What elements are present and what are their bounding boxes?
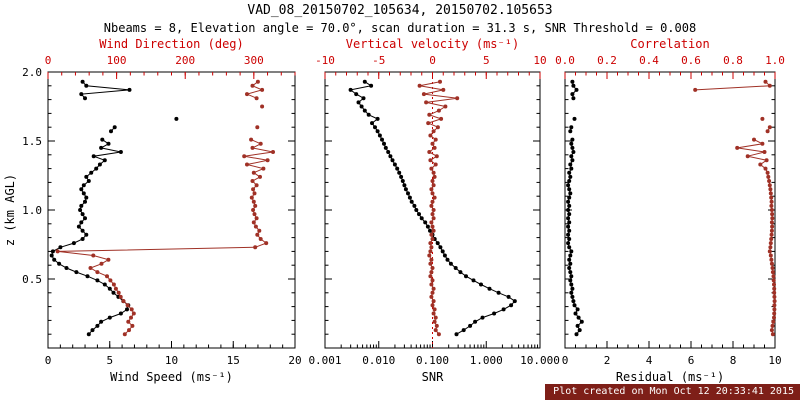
svg-text:1.0: 1.0 bbox=[765, 54, 785, 67]
plot-created-stamp: Plot created on Mon Oct 12 20:33:41 2015 bbox=[545, 384, 800, 400]
svg-text:Wind Direction (deg): Wind Direction (deg) bbox=[99, 37, 244, 51]
svg-text:0.2: 0.2 bbox=[597, 54, 617, 67]
svg-text:0: 0 bbox=[562, 354, 569, 367]
svg-text:100: 100 bbox=[107, 54, 127, 67]
svg-text:5: 5 bbox=[106, 354, 113, 367]
series-correlation bbox=[693, 79, 777, 337]
svg-text:Residual (ms⁻¹): Residual (ms⁻¹) bbox=[616, 370, 724, 384]
svg-text:10.000: 10.000 bbox=[520, 354, 560, 367]
series-vertical-velocity bbox=[417, 79, 460, 337]
svg-text:0: 0 bbox=[45, 54, 52, 67]
svg-text:-5: -5 bbox=[372, 54, 385, 67]
svg-text:15: 15 bbox=[227, 354, 240, 367]
svg-text:1.5: 1.5 bbox=[22, 135, 42, 148]
svg-text:6: 6 bbox=[688, 354, 695, 367]
svg-text:0.100: 0.100 bbox=[416, 354, 449, 367]
svg-text:2: 2 bbox=[604, 354, 611, 367]
series-residual bbox=[566, 79, 584, 337]
svg-text:200: 200 bbox=[175, 54, 195, 67]
svg-text:Vertical velocity (ms⁻¹): Vertical velocity (ms⁻¹) bbox=[346, 37, 519, 51]
svg-text:10: 10 bbox=[165, 354, 178, 367]
svg-text:300: 300 bbox=[244, 54, 264, 67]
svg-text:8: 8 bbox=[730, 354, 737, 367]
svg-text:0.001: 0.001 bbox=[308, 354, 341, 367]
svg-text:5: 5 bbox=[483, 54, 490, 67]
svg-text:0: 0 bbox=[45, 354, 52, 367]
svg-text:0: 0 bbox=[429, 54, 436, 67]
svg-text:2.0: 2.0 bbox=[22, 66, 42, 79]
svg-text:0.0: 0.0 bbox=[555, 54, 575, 67]
series-wind-speed bbox=[49, 79, 179, 337]
svg-text:0.4: 0.4 bbox=[639, 54, 659, 67]
svg-text:0.5: 0.5 bbox=[22, 273, 42, 286]
svg-text:20: 20 bbox=[288, 354, 301, 367]
svg-text:-10: -10 bbox=[315, 54, 335, 67]
panel-2: 0.001 0.010 0.100 1.000 10.000 -10 -5 0 5 10 SNR Ve… bbox=[308, 37, 559, 384]
svg-text:0.8: 0.8 bbox=[723, 54, 743, 67]
svg-text:SNR: SNR bbox=[422, 370, 444, 384]
plot-subtitle: Nbeams = 8, Elevation angle = 70.0°, sca… bbox=[103, 21, 697, 35]
svg-text:Correlation: Correlation bbox=[630, 37, 709, 51]
svg-text:0.010: 0.010 bbox=[362, 354, 395, 367]
panel-3: 0 2 4 6 8 10 0.0 0.2 0.4 0.6 0.8 1.0 Residual (ms⁻¹)… bbox=[555, 37, 785, 384]
svg-text:10: 10 bbox=[768, 354, 781, 367]
svg-text:4: 4 bbox=[646, 354, 653, 367]
svg-text:1.0: 1.0 bbox=[22, 204, 42, 217]
y-axis-title: z (km AGL) bbox=[3, 174, 17, 246]
svg-text:10: 10 bbox=[533, 54, 546, 67]
svg-text:0.6: 0.6 bbox=[681, 54, 701, 67]
svg-text:1.000: 1.000 bbox=[470, 354, 503, 367]
series-wind-direction bbox=[55, 79, 275, 337]
plot-title: VAD_08_20150702_105634, 20150702.105653 bbox=[247, 3, 553, 18]
svg-text:Wind Speed (ms⁻¹): Wind Speed (ms⁻¹) bbox=[110, 370, 233, 384]
